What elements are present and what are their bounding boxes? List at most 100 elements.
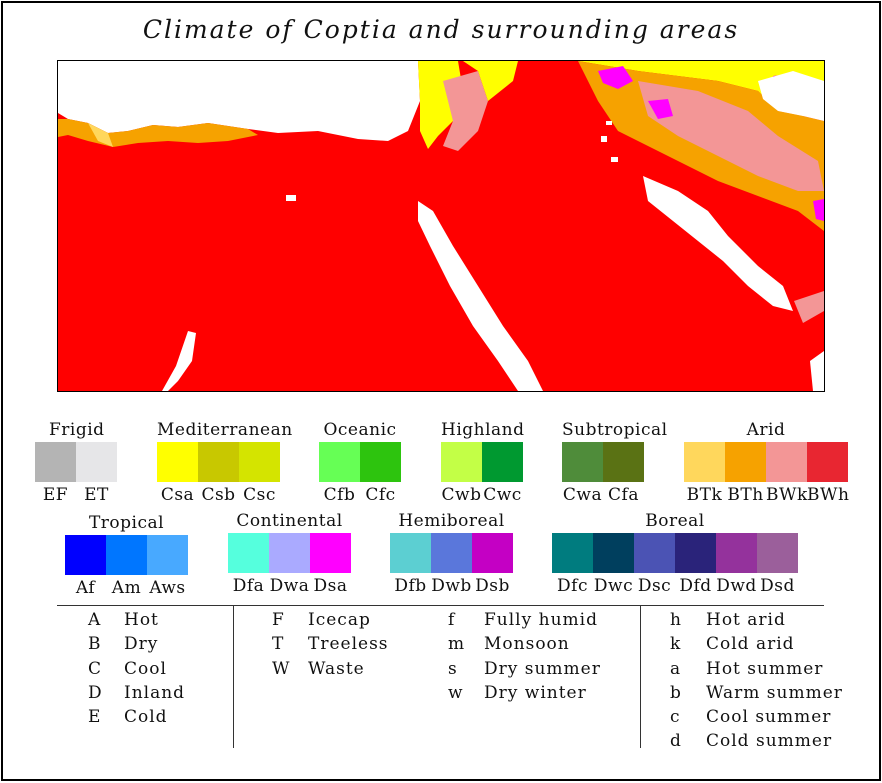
key-row: c Cool summer xyxy=(670,705,843,729)
key-letter: E xyxy=(88,707,102,728)
legend-swatch-csc xyxy=(239,442,280,482)
legend-swatch-cwc xyxy=(482,442,523,482)
legend-code-label: EF xyxy=(42,485,69,505)
key-meaning: Hot summer xyxy=(706,658,824,679)
legend-group-title: Tropical xyxy=(88,513,165,533)
key-meaning: Icecap xyxy=(308,610,371,630)
legend-swatch-af xyxy=(65,535,106,575)
key-column-4: h Hot arid k Cold arid a Hot summer b Warm summ… xyxy=(670,608,843,754)
legend-code-label: Dfd xyxy=(679,576,712,596)
legend-swatch-bth xyxy=(725,442,766,482)
legend-code-label: Dsb xyxy=(475,576,510,596)
legend-swatch-dfd xyxy=(675,533,716,573)
legend-swatch-dsc xyxy=(634,533,675,573)
legend-swatch-cfa xyxy=(603,442,644,482)
legend-code-label: Cfa xyxy=(608,485,639,505)
key-row: f Fully humid xyxy=(448,608,601,632)
key-row: W Waste xyxy=(272,657,389,681)
key-meaning: Cold arid xyxy=(706,634,795,655)
legend-group-boreal: Boreal Dfc Dwc Dsc Dfd Dwd Dsd xyxy=(552,511,798,599)
key-letter: B xyxy=(88,634,102,655)
legend-group-title: Hemiboreal xyxy=(398,511,505,531)
key-row: a Hot summer xyxy=(670,657,843,681)
key-meaning: Cold summer xyxy=(706,731,833,752)
key-row: s Dry summer xyxy=(448,657,601,681)
legend-swatch-am xyxy=(106,535,147,575)
legend-swatch-cwb xyxy=(441,442,482,482)
key-meaning: Inland xyxy=(124,682,186,703)
key-row: B Dry xyxy=(88,632,185,656)
legend-group-subtropical: Subtropical Cwa Cfa xyxy=(562,420,668,508)
legend-code-label: Dsc xyxy=(637,576,672,596)
legend-code-label: Cfc xyxy=(365,485,396,505)
legend-code-label: Dwc xyxy=(593,576,634,596)
key-letter: h xyxy=(670,610,682,630)
legend-code-label: Dwb xyxy=(431,576,472,596)
key-letter: s xyxy=(448,658,458,679)
key-letter: T xyxy=(272,634,285,655)
key-letter: b xyxy=(670,682,682,703)
key-row: b Warm summer xyxy=(670,681,843,705)
key-row: h Hot arid xyxy=(670,608,843,632)
legend-code-label: Csb xyxy=(201,485,236,505)
key-letter: C xyxy=(88,658,103,679)
legend-group-oceanic: Oceanic Cfb Cfc xyxy=(319,420,401,508)
key-column-2: F Icecap T Treeless W Waste xyxy=(272,608,389,681)
key-meaning: Fully humid xyxy=(484,610,598,630)
legend-code-label: BTh xyxy=(727,485,764,505)
key-meaning: Treeless xyxy=(308,634,389,655)
key-row: D Inland xyxy=(88,681,185,705)
key-row: F Icecap xyxy=(272,608,389,632)
legend-group-title: Subtropical xyxy=(562,420,668,440)
key-letter: k xyxy=(670,634,682,655)
legend-code-label: Csa xyxy=(160,485,195,505)
legend-group-arid: Arid BTk BTh BWk BWh xyxy=(684,420,850,508)
key-letter: W xyxy=(272,658,291,679)
legend-swatch-bwh xyxy=(807,442,848,482)
key-meaning: Dry winter xyxy=(484,682,587,703)
legend-code-label: Dsd xyxy=(760,576,795,596)
legend-group-title: Mediterranean xyxy=(157,420,293,440)
legend-swatch-aws xyxy=(147,535,188,575)
legend-code-label: Af xyxy=(75,578,96,598)
legend-swatch-cwa xyxy=(562,442,603,482)
map-title: Climate of Coptia and surrounding areas xyxy=(142,15,740,44)
legend-swatch-dsb xyxy=(472,533,513,573)
key-letter: a xyxy=(670,658,682,679)
key-divider-horizontal xyxy=(57,605,824,606)
key-letter: D xyxy=(88,682,103,703)
key-row: k Cold arid xyxy=(670,632,843,656)
legend-group-continental: Continental Dfa Dwa Dsa xyxy=(228,511,351,599)
legend-code-label: ET xyxy=(84,485,109,505)
key-row: T Treeless xyxy=(272,632,389,656)
legend-code-label: Cwc xyxy=(483,485,522,505)
key-divider-2 xyxy=(640,605,641,748)
key-meaning: Cool xyxy=(124,658,167,679)
key-meaning: Hot xyxy=(124,610,159,630)
key-meaning: Dry summer xyxy=(484,658,601,679)
key-letter: w xyxy=(448,682,464,703)
legend-swatch-dsd xyxy=(757,533,798,573)
legend-swatch-dwa xyxy=(269,533,310,573)
legend-code-label: BTk xyxy=(686,485,723,505)
key-column-3: f Fully humid m Monsoon s Dry summer w Dry wint… xyxy=(448,608,601,705)
legend-code-label: BWh xyxy=(807,485,850,505)
legend-swatch-cfb xyxy=(319,442,360,482)
key-letter: A xyxy=(88,610,102,630)
key-letter: d xyxy=(670,731,682,752)
legend-group-title: Frigid xyxy=(49,420,105,440)
legend-swatch-dfb xyxy=(390,533,431,573)
legend-swatch-dfc xyxy=(552,533,593,573)
legend-code-label: Dwa xyxy=(269,576,310,596)
legend-code-label: Cwb xyxy=(441,485,482,505)
legend-group-title: Continental xyxy=(236,511,343,531)
legend-group-frigid: Frigid EF ET xyxy=(35,420,117,508)
legend-group-highland: Highland Cwb Cwc xyxy=(441,420,524,508)
key-meaning: Cold xyxy=(124,707,168,728)
legend-code-label: Dsa xyxy=(313,576,348,596)
legend-code-label: Am xyxy=(111,578,142,598)
legend-swatch-dfa xyxy=(228,533,269,573)
legend-code-label: Dwd xyxy=(716,576,757,596)
legend-group-hemiboreal: Hemiboreal Dfb Dwb Dsb xyxy=(390,511,513,599)
